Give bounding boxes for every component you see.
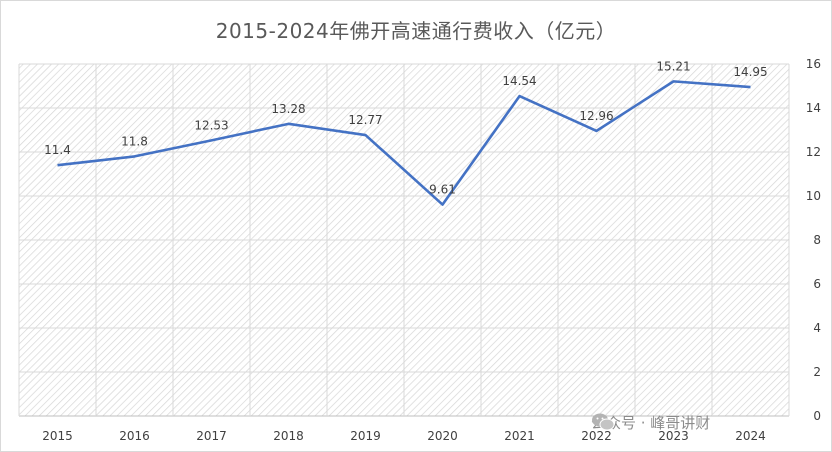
x-tick-label: 2019 [350,429,381,443]
y-tick-label: 6 [813,277,821,291]
x-tick-label: 2023 [658,429,689,443]
data-label: 12.96 [579,109,613,123]
x-tick-label: 2021 [504,429,535,443]
y-tick-label: 10 [806,189,821,203]
data-label: 9.61 [429,183,456,197]
y-tick-label: 8 [813,233,821,247]
watermark: 公众号 · 峰哥讲财 [591,412,710,433]
y-tick-label: 12 [806,145,821,159]
y-tick-label: 0 [813,409,821,423]
data-label: 12.77 [348,113,382,127]
chart-title: 2015-2024年佛开高速通行费收入（亿元） [215,19,617,43]
data-label: 11.4 [44,143,71,157]
x-tick-label: 2018 [273,429,304,443]
data-label: 14.95 [733,65,767,79]
y-tick-label: 16 [806,57,821,71]
data-label: 15.21 [656,59,690,73]
data-labels: 11.4 11.8 12.53 13.28 12.77 9.61 14.54 12.96 15.… [44,59,768,196]
x-tick-label: 2015 [42,429,73,443]
y-tick-label: 14 [806,101,821,115]
y-axis: 0 2 4 6 8 10 12 14 16 [806,57,821,423]
data-label: 11.8 [121,134,148,148]
data-label: 13.28 [271,102,305,116]
x-tick-label: 2017 [196,429,227,443]
data-label: 14.54 [502,74,536,88]
x-tick-label: 2024 [735,429,766,443]
y-tick-label: 4 [813,321,821,335]
x-tick-label: 2020 [427,429,458,443]
series-line [57,80,751,206]
y-tick-label: 2 [813,365,821,379]
x-axis: 2015 2016 2017 2018 2019 2020 2021 2022 2023 2024 [42,429,766,443]
series-line-path [57,80,751,206]
data-label: 12.53 [194,118,228,132]
gridlines [18,63,790,417]
x-tick-label: 2016 [119,429,150,443]
x-tick-label: 2022 [581,429,612,443]
watermark-text: 公众号 · 峰哥讲财 [591,414,711,432]
wechat-icon [592,413,615,431]
